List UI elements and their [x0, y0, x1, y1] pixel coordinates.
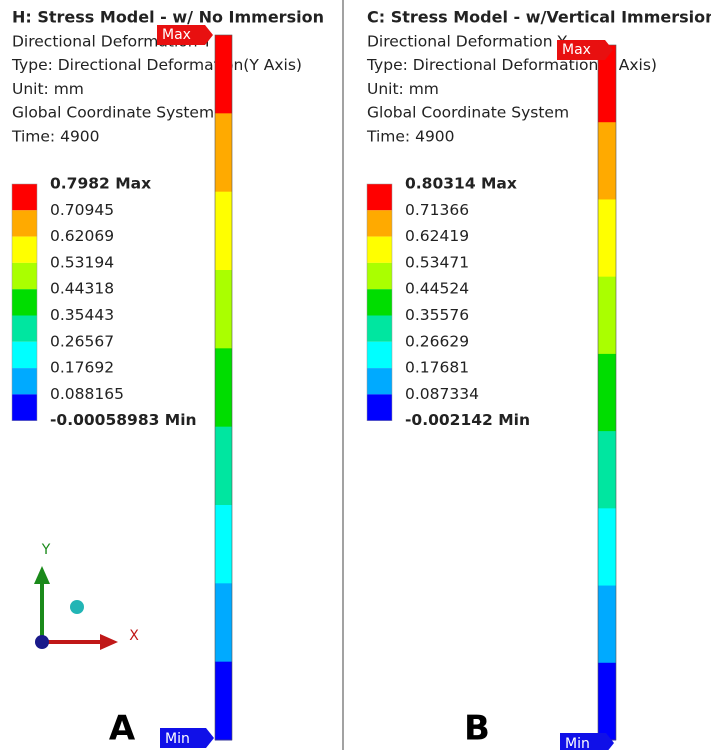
- legend-label: 0.35443: [50, 306, 114, 324]
- legend-label: 0.44524: [405, 280, 469, 298]
- min-tag-text: Min: [565, 736, 590, 750]
- panel-title: H: Stress Model - w/ No Immersion: [12, 8, 324, 27]
- contour-segment: [598, 277, 616, 355]
- contour-segment: [215, 113, 232, 192]
- max-tag-text: Max: [562, 42, 591, 58]
- contour-segment: [215, 583, 232, 662]
- contour-segment: [215, 192, 232, 271]
- legend-label: -0.002142 Min: [405, 411, 530, 429]
- info-line: Global Coordinate System: [367, 104, 569, 122]
- legend-label: 0.17692: [50, 359, 114, 377]
- contour-segment: [215, 662, 232, 741]
- y-axis-label: Y: [41, 542, 51, 558]
- legend-label: 0.70945: [50, 201, 114, 219]
- x-axis-label: X: [129, 628, 139, 644]
- contour-segment: [598, 508, 616, 586]
- origin: [35, 635, 49, 649]
- legend-swatch: [12, 263, 37, 289]
- legend-label: 0.17681: [405, 359, 469, 377]
- info-line: Unit: mm: [367, 80, 439, 98]
- contour-segment: [215, 427, 232, 506]
- legend-label: 0.088165: [50, 385, 124, 403]
- contour-segment: [598, 431, 616, 509]
- legend-label: 0.35576: [405, 306, 469, 324]
- legend-swatch: [367, 184, 392, 210]
- legend-label: 0.53471: [405, 253, 469, 271]
- info-line: Unit: mm: [12, 80, 84, 98]
- legend-label: 0.44318: [50, 280, 114, 298]
- iso-sphere: [70, 600, 84, 614]
- legend-swatch: [12, 210, 37, 236]
- legend-swatch: [367, 394, 392, 420]
- legend-swatch: [12, 394, 37, 420]
- legend-swatch: [367, 263, 392, 289]
- legend-swatch: [12, 342, 37, 368]
- legend-label: 0.62419: [405, 227, 469, 245]
- legend-label: 0.53194: [50, 253, 114, 271]
- legend-swatch: [12, 316, 37, 342]
- legend-swatch: [367, 316, 392, 342]
- legend-swatch: [367, 237, 392, 263]
- info-line: Time: 4900: [366, 127, 455, 145]
- contour-segment: [215, 348, 232, 427]
- info-line: Directional Deformation Y: [367, 33, 567, 51]
- screenshot: H: Stress Model - w/ No Immersion Directi…: [0, 0, 711, 750]
- legend-label: 0.71366: [405, 201, 469, 219]
- legend-swatch: [367, 342, 392, 368]
- contour-segment: [598, 199, 616, 277]
- min-tag-text: Min: [165, 731, 190, 747]
- info-line: Time: 4900: [11, 127, 100, 145]
- legend-label: 0.26629: [405, 332, 469, 350]
- legend-swatch: [12, 368, 37, 394]
- panel-label: B: [464, 709, 490, 749]
- contour-segment: [598, 663, 616, 741]
- legend-label: -0.00058983 Min: [50, 411, 197, 429]
- legend-label: 0.087334: [405, 385, 479, 403]
- contour-segment: [598, 586, 616, 664]
- legend-swatch: [367, 289, 392, 315]
- legend-swatch: [367, 368, 392, 394]
- legend-swatch: [367, 210, 392, 236]
- panel-label: A: [109, 709, 136, 749]
- contour-segment: [215, 270, 232, 349]
- legend-label: 0.62069: [50, 227, 114, 245]
- legend-label: 0.7982 Max: [50, 175, 151, 193]
- contour-segment: [598, 122, 616, 200]
- legend-swatch: [12, 289, 37, 315]
- max-tag-text: Max: [162, 27, 191, 43]
- contour-segment: [598, 354, 616, 432]
- contour-segment: [215, 35, 232, 114]
- legend-label: 0.26567: [50, 332, 114, 350]
- legend-swatch: [12, 184, 37, 210]
- legend-swatch: [12, 237, 37, 263]
- panel-title: C: Stress Model - w/Vertical Immersion: [367, 8, 711, 27]
- info-line: Type: Directional Deformation(Y Axis): [11, 56, 302, 74]
- info-line: Global Coordinate System: [12, 104, 214, 122]
- contour-segment: [215, 505, 232, 584]
- legend-label: 0.80314 Max: [405, 175, 517, 193]
